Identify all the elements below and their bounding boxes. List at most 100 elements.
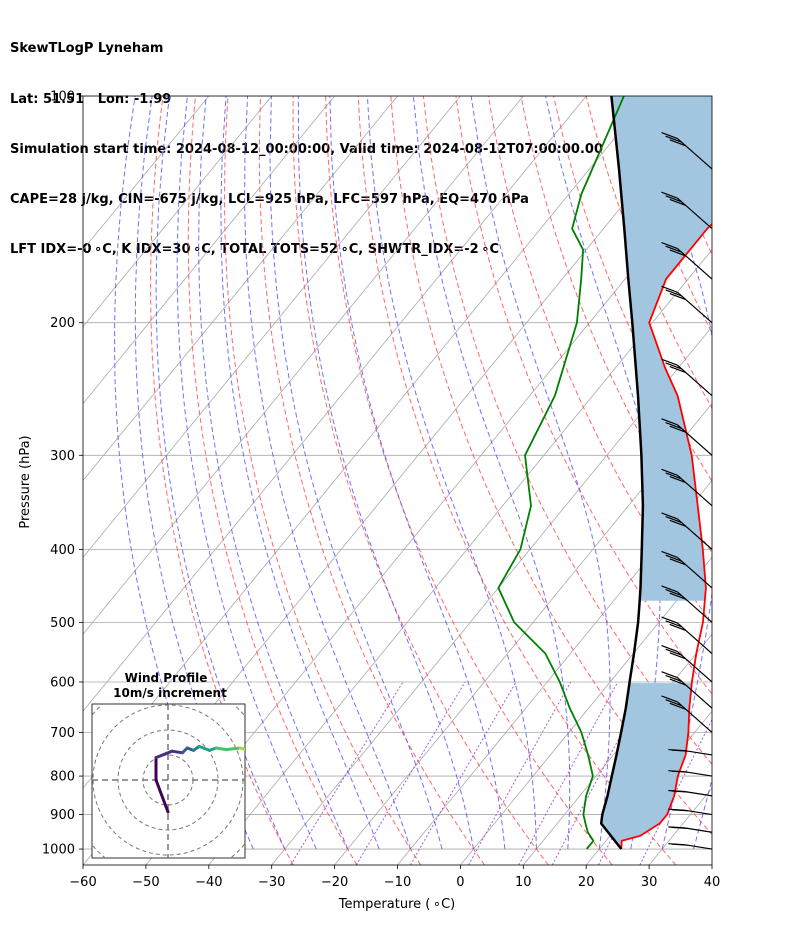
barb-flag <box>661 131 678 140</box>
barb-staff <box>677 677 713 709</box>
barb-flag <box>669 249 686 257</box>
dry-adiabat <box>488 96 712 625</box>
hodograph-segment <box>224 746 242 752</box>
barb-staff <box>677 474 713 507</box>
wind-barb <box>661 695 713 733</box>
isotherm-line <box>397 479 712 865</box>
barb-flag <box>669 198 686 207</box>
dry-adiabat <box>150 96 294 865</box>
barb-staff <box>677 248 713 280</box>
wind-barb <box>661 671 713 709</box>
barb-flag <box>669 558 686 566</box>
barb-flag <box>665 589 682 597</box>
barb-flag <box>661 585 678 593</box>
wind-barb <box>668 748 713 756</box>
stability-indices: LFT IDX=-0 ∘C, K IDX=30 ∘C, TOTAL TOTS=5… <box>10 241 499 257</box>
wind-barb <box>668 770 713 777</box>
barb-flag <box>661 285 678 293</box>
dry-adiabat <box>716 96 794 865</box>
barb-flag <box>669 519 686 527</box>
x-tick-label: −50 <box>132 875 159 890</box>
barb-staff <box>684 809 713 816</box>
y-tick-label: 500 <box>50 616 75 631</box>
x-tick-label: −20 <box>321 875 348 890</box>
barb-flag <box>661 358 678 366</box>
barb-flag <box>671 770 688 773</box>
mixing-ratio-line <box>518 681 619 865</box>
parcel-line <box>599 96 645 850</box>
isotherm-line <box>585 710 712 865</box>
moist-adiabat <box>725 96 794 849</box>
x-tick-label: 30 <box>641 875 658 890</box>
barb-flag <box>669 678 686 686</box>
wind-barb <box>668 826 713 833</box>
y-tick-label: 700 <box>50 726 75 741</box>
barb-staff <box>677 591 713 623</box>
mixing-ratio-line <box>551 681 650 865</box>
barb-flag <box>665 516 682 524</box>
y-tick-label: 600 <box>50 675 75 690</box>
barb-flag <box>669 476 686 484</box>
wind-barb <box>668 808 713 816</box>
dry-adiabat <box>292 96 549 865</box>
chart-header: SkewTLogP Lyneham Lat: 51.51 Lon: -1.99 … <box>10 8 603 275</box>
dry-adiabat <box>455 96 712 695</box>
isotherm-line <box>711 864 712 865</box>
wind-barb <box>661 644 713 683</box>
barb-staff <box>677 651 713 683</box>
dry-adiabat <box>782 96 794 865</box>
barb-flag <box>669 139 686 147</box>
wind-barb <box>668 789 713 797</box>
wind-barb <box>661 512 713 550</box>
hodograph-segment <box>154 749 174 760</box>
barb-flag <box>669 592 686 600</box>
mixing-ratio-line <box>409 681 517 865</box>
y-tick-label: 300 <box>50 449 75 464</box>
barb-staff <box>677 622 713 654</box>
barb-flag <box>661 191 678 199</box>
wind-barb <box>661 242 713 280</box>
wind-barb <box>661 468 713 507</box>
barb-flag <box>665 699 682 707</box>
barb-flag <box>671 843 688 846</box>
sounding-profiles <box>497 96 712 850</box>
isotherm-line <box>334 402 712 865</box>
y-tick-label: 1000 <box>42 843 75 858</box>
isotherm-line <box>83 96 398 482</box>
barb-staff <box>684 844 713 850</box>
moist-adiabat <box>412 96 571 850</box>
inset-subtitle: 10m/s increment <box>113 686 227 700</box>
barb-flag <box>661 671 678 679</box>
barb-staff <box>684 827 713 833</box>
barb-staff <box>677 424 713 456</box>
moist-adiabat <box>366 96 537 850</box>
isotherm-line <box>83 96 210 251</box>
hodograph-segment <box>268 750 272 752</box>
dry-adiabat <box>749 96 794 865</box>
background-lines <box>83 96 794 865</box>
barb-flag <box>671 790 688 793</box>
barb-flag <box>669 623 686 631</box>
isotherm-line <box>208 249 712 865</box>
isotherm-line <box>83 96 273 328</box>
temperature-line <box>620 223 712 850</box>
wind-barb <box>661 585 713 623</box>
mixing-ratio-line <box>468 681 572 865</box>
barb-flag <box>661 550 678 559</box>
barb-flag <box>661 512 678 520</box>
wind-barb <box>668 843 713 850</box>
hodograph <box>92 704 272 858</box>
dry-adiabat <box>422 96 712 765</box>
barb-flag <box>669 425 686 433</box>
barb-staff <box>677 701 713 733</box>
isotherm-line <box>83 96 587 712</box>
barb-flag <box>665 362 682 370</box>
wind-profile-inset: Wind Profile 10m/s increment <box>91 671 272 859</box>
wind-barbs <box>661 131 713 850</box>
inset-title: Wind Profile <box>125 671 208 685</box>
moist-adiabat <box>470 96 611 850</box>
x-tick-label: −10 <box>384 875 411 890</box>
moist-adiabat <box>297 96 474 850</box>
moist-adiabat <box>176 96 317 850</box>
